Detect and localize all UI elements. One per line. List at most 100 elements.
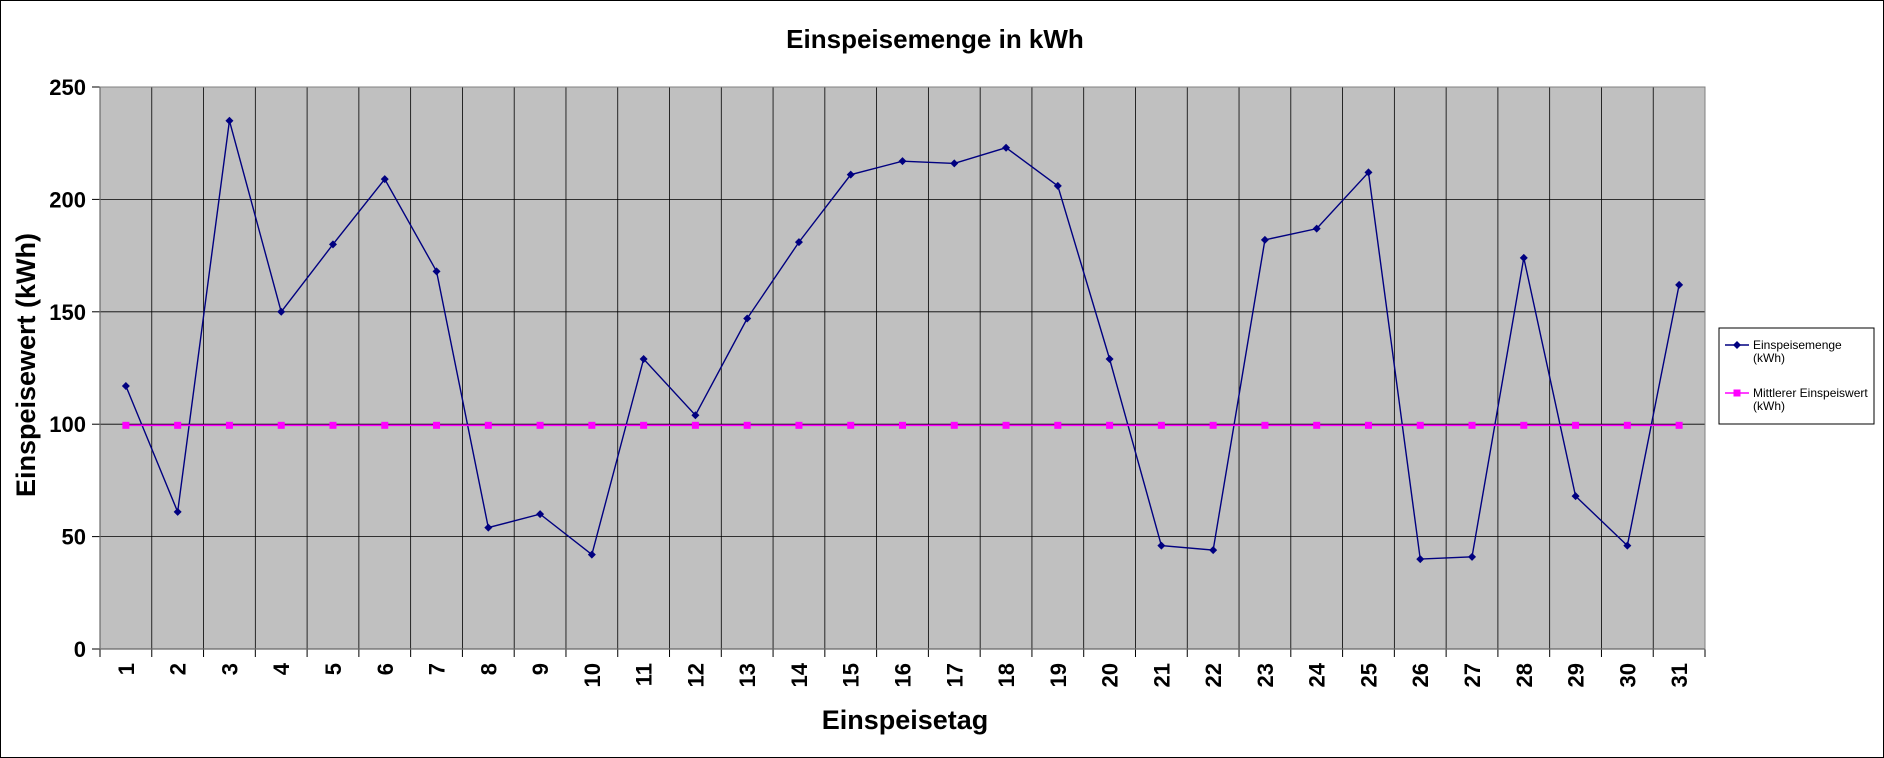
plot-background [100,87,1705,649]
series-2-point [174,421,182,429]
series-1-point [484,523,493,532]
series-1-point [1209,546,1218,555]
x-tick-label: 2 [166,663,191,675]
series-1-point [328,240,337,249]
legend-marker-2 [1733,389,1741,397]
series-2-point [1261,421,1269,429]
x-tick-label: 31 [1667,663,1692,687]
series-2-point [277,421,285,429]
x-axis-title: Einspeisetag [822,705,989,735]
series-1-point [1002,143,1011,152]
series-1-point [743,314,752,323]
series-2-point [1520,421,1528,429]
series-1-point [1468,552,1477,561]
series-2-point [329,421,337,429]
series-1-point [794,238,803,247]
x-tick-label: 22 [1201,663,1226,687]
series-2-point [691,421,699,429]
x-tick-label: 28 [1512,663,1537,687]
series-1-point [1416,555,1425,564]
series-2-point [1468,421,1476,429]
series-2-point [536,421,544,429]
series-2-point [847,421,855,429]
series-1-point [380,175,389,184]
x-tick-label: 21 [1149,663,1174,687]
series-1-point [1260,235,1269,244]
x-tick-label: 27 [1460,663,1485,687]
x-tick-label: 1 [114,663,139,675]
series-2-point [1106,421,1114,429]
x-tick-label: 18 [994,663,1019,687]
series-2-point [484,421,492,429]
x-tick-label: 26 [1408,663,1433,687]
series-1-point [1157,541,1166,550]
x-tick-label: 19 [1046,663,1071,687]
series-2-point [1364,421,1372,429]
x-tick-label: 30 [1615,663,1640,687]
series-2-point [640,421,648,429]
legend: Einspeisemenge(kWh)Mittlerer Einspeiswer… [1718,327,1875,425]
y-axis-title: Einspeisewert (kWh) [11,233,41,497]
series-1-point [950,159,959,168]
x-tick-label: 5 [321,663,346,675]
series-2-point [795,421,803,429]
series-1-point [691,411,700,420]
series-2-point [122,421,130,429]
series-1-point [173,507,182,516]
series-2-point [1002,421,1010,429]
series-1-point [1675,280,1684,289]
x-tick-label: 13 [735,663,760,687]
series-1-point [639,355,648,364]
x-tick-label: 25 [1356,663,1381,687]
series-1-point [1364,168,1373,177]
x-tick-label: 3 [217,663,242,675]
x-tick-label: 14 [787,662,812,687]
legend-label: Mittlerer Einspeiswert [1753,386,1868,400]
series-2-point [950,421,958,429]
x-tick-label: 9 [528,663,553,675]
series-1-point [1623,541,1632,550]
x-tick-label: 24 [1305,662,1330,687]
x-tick-label: 4 [269,662,294,675]
series-2-point [899,421,906,429]
x-tick-label: 16 [891,663,916,687]
series-1-point [536,510,545,519]
series-1-point [846,170,855,179]
series-2-point [433,421,441,429]
series-2-point [1416,421,1424,429]
y-tick-label: 200 [49,187,86,212]
series-1-point [432,267,441,276]
series-2-point [1623,421,1631,429]
plot-border [99,86,1706,650]
legend-label: (kWh) [1753,351,1785,365]
series-1-point [1053,181,1062,190]
y-tick-label: 0 [74,637,86,662]
x-tick-label: 23 [1253,663,1278,687]
series-1-point [587,550,596,559]
series-1-point [277,307,286,316]
x-tick-label: 8 [476,663,501,675]
series-2-point [1054,421,1062,429]
legend-box [1718,327,1875,425]
x-tick-label: 15 [839,663,864,687]
x-tick-label: 11 [632,663,657,686]
x-tick-label: 12 [683,663,708,687]
y-tick-label: 100 [49,412,86,437]
series-1-point [225,116,234,125]
legend-label: (kWh) [1753,399,1785,413]
series-1-point [121,381,130,390]
series-1-point [1571,492,1580,501]
series-2-point [1313,421,1321,429]
x-tick-label: 7 [425,663,450,675]
series-2-point [1675,421,1683,429]
series-2-point [588,421,596,429]
x-tick-label: 29 [1564,663,1589,687]
series-2-point [381,421,389,429]
x-tick-label: 6 [373,663,398,675]
series-2-point [743,421,751,429]
y-tick-label: 50 [62,525,86,550]
series-2-point [1209,421,1217,429]
x-tick-label: 17 [942,663,967,687]
series-1-point [1519,253,1528,262]
y-tick-label: 150 [49,300,86,325]
